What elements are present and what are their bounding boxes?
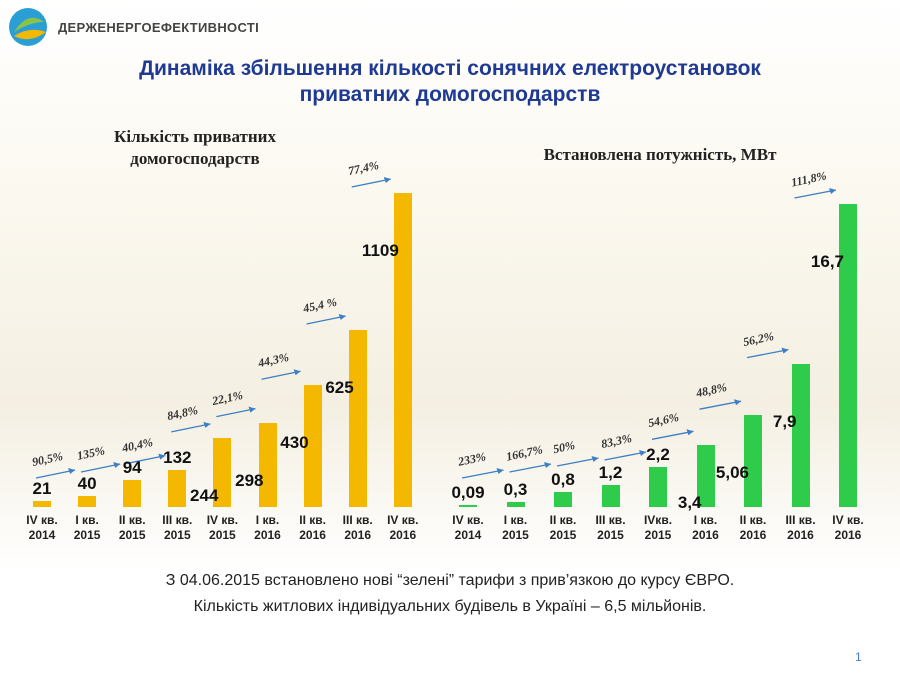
- value-label: 94: [122, 458, 142, 478]
- value-label: 7,9: [772, 411, 797, 431]
- x-tick-label: III кв. 2016: [785, 513, 816, 542]
- arrow: [746, 349, 789, 359]
- x-tick-label: I кв. 2015: [502, 513, 529, 542]
- x-tick-label: I кв. 2015: [73, 513, 101, 542]
- arrow-head: [113, 462, 121, 468]
- arrow-head: [781, 347, 789, 354]
- x-tick-label: III кв. 2015: [595, 513, 626, 542]
- value-label: 625: [325, 378, 354, 398]
- value-label: 40: [77, 473, 97, 493]
- arrow: [699, 400, 742, 410]
- bar: [506, 501, 525, 507]
- arrow: [509, 463, 552, 473]
- arrow: [216, 407, 256, 418]
- value-label: 5,06: [715, 463, 749, 483]
- x-tick-label: IVкв. 2015: [643, 513, 673, 542]
- value-label: 3,4: [677, 493, 702, 513]
- arrow: [171, 423, 211, 433]
- chart-title: Встановлена потужність, МВт: [543, 145, 777, 164]
- x-tick-label: IV кв. 2016: [387, 513, 419, 542]
- arrow: [126, 454, 166, 465]
- arrow: [35, 469, 76, 479]
- value-label: 430: [280, 433, 309, 453]
- value-label: 21: [32, 479, 52, 499]
- x-tick-label: II кв. 2015: [118, 513, 146, 542]
- bar: [393, 193, 412, 507]
- arrow: [461, 469, 504, 479]
- value-label: 298: [235, 470, 264, 490]
- bar: [744, 415, 762, 507]
- slide-title: Динаміка збільшення кількості сонячних е…: [139, 57, 761, 106]
- value-label: 1,2: [598, 463, 623, 483]
- arrow-head: [591, 456, 599, 462]
- value-label: 16,7: [810, 252, 844, 271]
- x-tick-label: II кв. 2016: [299, 513, 326, 542]
- arrow-head: [203, 421, 211, 428]
- arrow: [556, 457, 599, 467]
- bar: [168, 469, 187, 507]
- arrow-head: [496, 468, 504, 474]
- arrow: [604, 451, 647, 461]
- arrow: [261, 370, 301, 380]
- bar: [33, 501, 51, 507]
- value-label: 0,8: [551, 470, 575, 490]
- arrow-head: [248, 406, 256, 413]
- value-label: 244: [190, 485, 219, 505]
- logo: [9, 8, 47, 46]
- value-label: 0,3: [503, 479, 528, 499]
- bar: [791, 363, 810, 507]
- chart-title: Кількість приватних домогосподарств: [114, 127, 276, 168]
- arrow-head: [158, 453, 166, 460]
- bar: [123, 480, 142, 507]
- arrow: [351, 178, 391, 188]
- bar: [839, 204, 857, 507]
- x-tick-label: I кв. 2016: [692, 513, 719, 542]
- x-tick-label: II кв. 2016: [739, 513, 767, 542]
- x-tick-label: IV кв. 2014: [26, 513, 58, 542]
- x-tick-label: IV кв. 2015: [206, 513, 239, 542]
- bar: [649, 467, 667, 507]
- bar: [258, 422, 277, 507]
- logo-leaf: [14, 29, 46, 40]
- value-label: 2,2: [646, 445, 670, 465]
- arrow-head: [383, 177, 391, 183]
- bar: [78, 495, 97, 507]
- x-tick-label: IV кв. 2016: [832, 513, 864, 542]
- bar: [459, 505, 477, 507]
- footer-line: Кількість житлових індивідуальних будіве…: [193, 598, 707, 615]
- arrow-head: [829, 188, 836, 194]
- arrow-head: [639, 450, 646, 456]
- bar: [601, 485, 620, 507]
- arrow-head: [293, 369, 301, 376]
- logo-leaf: [14, 17, 44, 32]
- bar: [554, 492, 572, 507]
- x-tick-label: II кв. 2015: [549, 513, 577, 542]
- arrow: [651, 430, 694, 440]
- arrow-head: [544, 462, 551, 468]
- arrow-head: [734, 399, 741, 406]
- arrow-head: [68, 468, 76, 474]
- bar: [213, 437, 232, 507]
- org-name: ДЕРЖЕНЕРГОЕФЕКТИВНОСТІ: [58, 20, 259, 35]
- value-label: 132: [163, 447, 192, 467]
- x-tick-label: I кв. 2016: [254, 513, 281, 542]
- bar: [303, 385, 322, 507]
- arrow: [80, 463, 121, 473]
- value-label: 1109: [361, 241, 399, 260]
- x-tick-label: III кв. 2015: [162, 513, 193, 542]
- bar: [696, 445, 715, 507]
- arrow: [306, 315, 346, 325]
- x-tick-label: IV кв. 2014: [452, 513, 484, 542]
- bar: [348, 330, 367, 507]
- value-label: 0,09: [451, 483, 485, 503]
- arrow-head: [686, 429, 694, 436]
- arrow: [794, 189, 837, 199]
- footer: З 04.06.2015 встановлено нові “зелені” т…: [60, 568, 840, 620]
- page-number: 1: [855, 650, 862, 664]
- x-tick-label: III кв. 2016: [342, 513, 373, 542]
- arrow-head: [338, 314, 346, 321]
- footer-line: З 04.06.2015 встановлено нові “зелені” т…: [165, 572, 735, 589]
